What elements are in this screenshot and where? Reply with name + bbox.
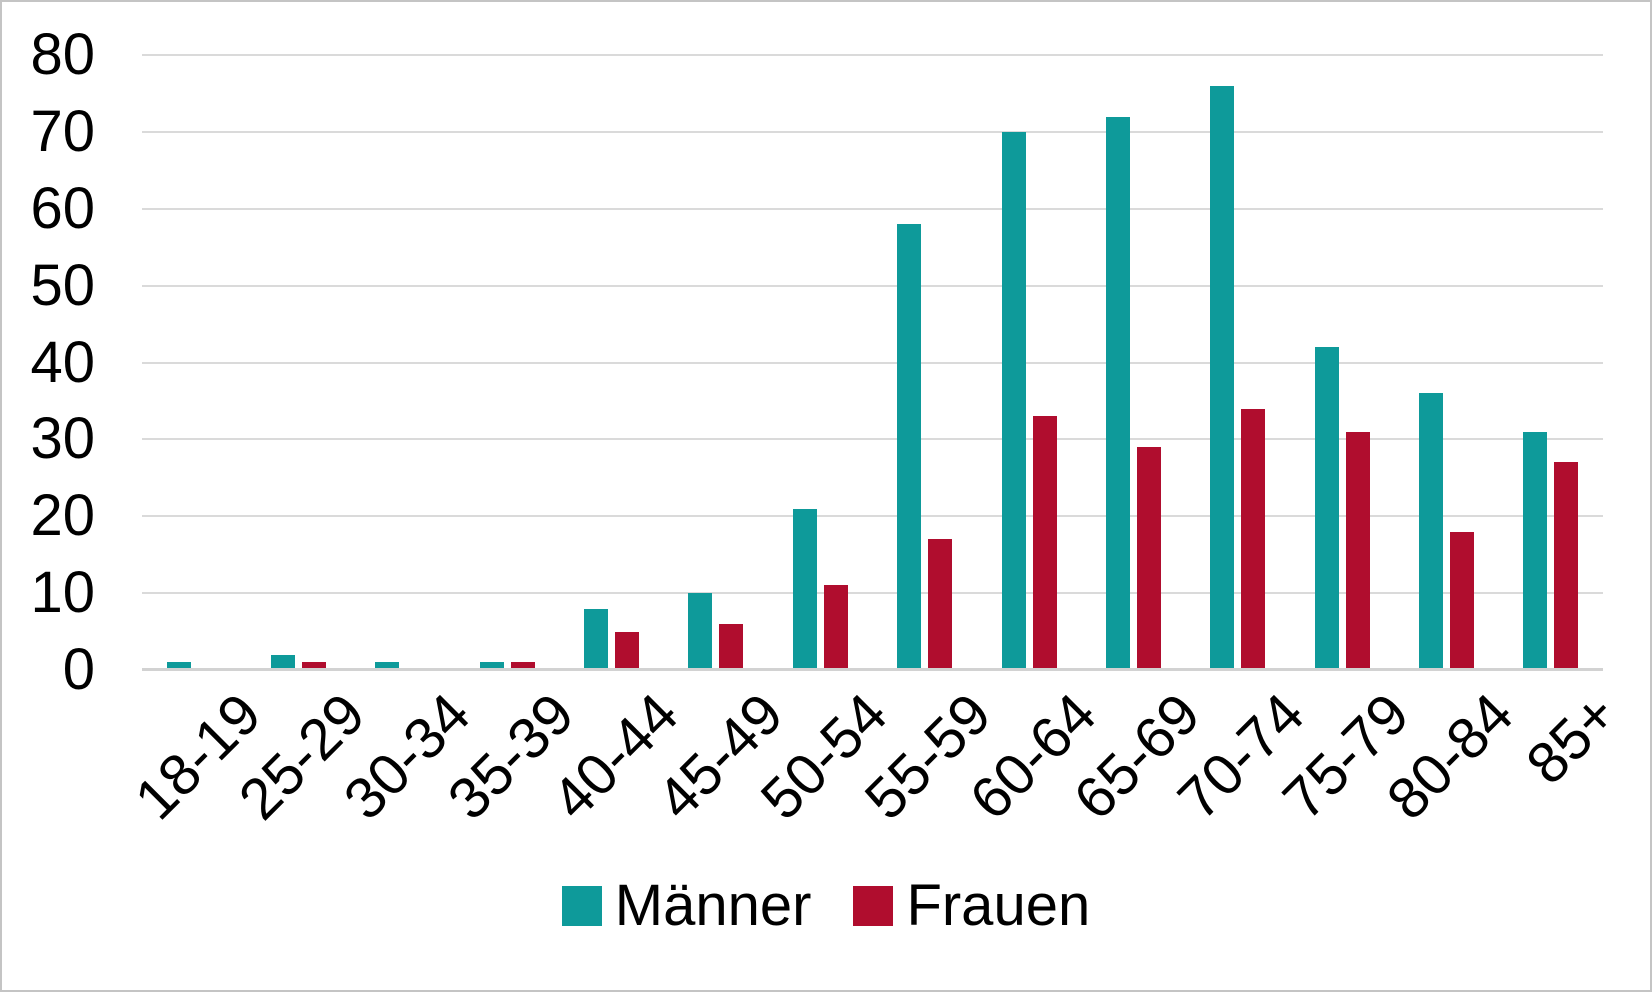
gridline bbox=[142, 361, 1603, 364]
gridline bbox=[142, 207, 1603, 210]
bar-group-55-59 bbox=[873, 55, 977, 670]
bar-frauen-25-29 bbox=[302, 662, 327, 670]
bar-frauen-50-54 bbox=[823, 585, 848, 670]
bar-männer-85+ bbox=[1523, 431, 1548, 670]
x-axis-line bbox=[142, 668, 1603, 671]
bar-frauen-75-79 bbox=[1345, 431, 1370, 670]
y-axis-tick-label: 0 bbox=[62, 637, 95, 702]
legend-item-männer: Männer bbox=[561, 873, 812, 938]
legend-label: Männer bbox=[614, 873, 812, 938]
gridline bbox=[142, 130, 1603, 133]
bar-group-60-64 bbox=[977, 55, 1081, 670]
gridline bbox=[142, 592, 1603, 595]
bar-group-30-34 bbox=[351, 55, 455, 670]
bar-group-45-49 bbox=[664, 55, 768, 670]
bar-männer-50-54 bbox=[792, 508, 817, 670]
gridline bbox=[142, 54, 1603, 56]
legend-label: Frauen bbox=[906, 873, 1091, 938]
legend-swatch-männer bbox=[561, 885, 602, 926]
bar-männer-75-79 bbox=[1314, 347, 1339, 670]
bar-männer-25-29 bbox=[271, 654, 296, 670]
bar-group-85+ bbox=[1499, 55, 1603, 670]
bar-frauen-40-44 bbox=[615, 631, 640, 670]
bar-männer-18-19 bbox=[166, 662, 191, 670]
bar-group-75-79 bbox=[1290, 55, 1394, 670]
bar-frauen-70-74 bbox=[1241, 408, 1266, 670]
bar-männer-65-69 bbox=[1105, 116, 1130, 670]
bar-männer-55-59 bbox=[897, 224, 922, 670]
x-axis-tick-label: 85+ bbox=[1514, 681, 1630, 797]
bar-group-25-29 bbox=[246, 55, 350, 670]
y-axis-tick-label: 80 bbox=[30, 22, 95, 87]
bar-group-35-39 bbox=[455, 55, 559, 670]
bar-männer-40-44 bbox=[584, 608, 609, 670]
gridline bbox=[142, 515, 1603, 518]
bar-frauen-60-64 bbox=[1032, 416, 1057, 670]
bar-group-50-54 bbox=[768, 55, 872, 670]
y-axis-tick-label: 60 bbox=[30, 175, 95, 241]
y-axis-tick-label: 70 bbox=[30, 98, 95, 164]
y-axis-tick-label: 20 bbox=[30, 483, 95, 549]
y-axis-tick-label: 10 bbox=[30, 560, 95, 626]
bar-männer-70-74 bbox=[1210, 85, 1235, 670]
bar-group-80-84 bbox=[1394, 55, 1498, 670]
bar-männer-45-49 bbox=[688, 593, 713, 670]
bar-group-18-19 bbox=[142, 55, 246, 670]
gridline bbox=[142, 438, 1603, 441]
bar-männer-35-39 bbox=[479, 662, 504, 670]
y-axis-tick-label: 40 bbox=[30, 329, 95, 395]
legend-swatch-frauen bbox=[853, 885, 894, 926]
bar-männer-60-64 bbox=[1001, 131, 1026, 670]
bar-frauen-65-69 bbox=[1136, 447, 1161, 670]
legend: Männer Frauen bbox=[2, 874, 1650, 938]
bar-männer-30-34 bbox=[375, 662, 400, 670]
bar-group-70-74 bbox=[1186, 55, 1290, 670]
plot-area bbox=[142, 54, 1603, 671]
y-axis-tick-label: 50 bbox=[30, 252, 95, 318]
bars-row bbox=[142, 55, 1603, 670]
legend-item-frauen: Frauen bbox=[853, 874, 1090, 938]
bar-frauen-85+ bbox=[1554, 462, 1579, 670]
bar-group-40-44 bbox=[559, 55, 663, 670]
gridline bbox=[142, 284, 1603, 287]
y-axis-tick-label: 30 bbox=[30, 406, 95, 472]
bar-männer-80-84 bbox=[1418, 393, 1443, 670]
bar-frauen-80-84 bbox=[1449, 531, 1474, 670]
bar-frauen-55-59 bbox=[928, 539, 953, 670]
bar-frauen-35-39 bbox=[510, 662, 535, 670]
bar-frauen-45-49 bbox=[719, 623, 744, 670]
bar-group-65-69 bbox=[1081, 55, 1185, 670]
